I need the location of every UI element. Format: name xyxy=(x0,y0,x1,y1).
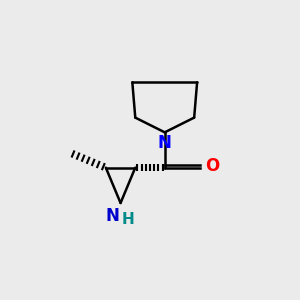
Text: N: N xyxy=(158,134,172,152)
Text: N: N xyxy=(105,207,119,225)
Text: O: O xyxy=(206,157,220,175)
Text: H: H xyxy=(122,212,135,227)
